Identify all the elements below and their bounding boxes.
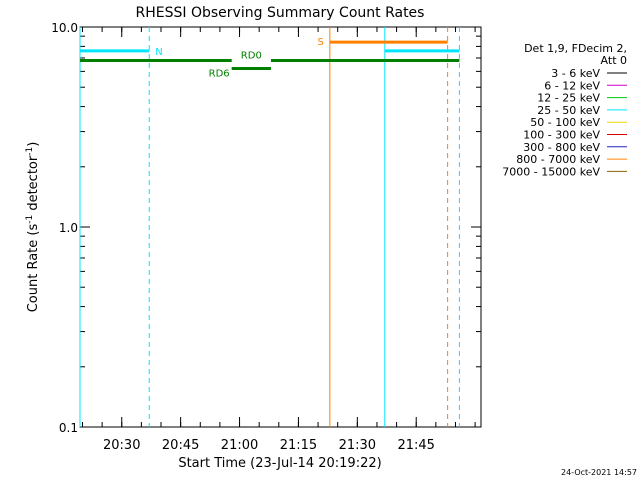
y-axis-label-exp2: -1 [25,147,35,156]
x-tick-label: 20:45 [162,438,199,453]
plot-frame [79,26,482,428]
flag-label-night: N [155,47,162,58]
y-axis-label-base: Count Rate (s [26,224,41,313]
legend-entry-label: 6 - 12 keV [544,79,600,92]
x-tick-label: 21:45 [397,438,434,453]
footer-timestamp: 24-Oct-2021 14:57 [561,468,637,477]
x-tick-label: 20:30 [103,438,140,453]
y-axis-label-mid: detector [26,155,41,215]
flag-label-rd6: RD6 [209,69,230,80]
legend-entry-label: 3 - 6 keV [551,67,600,80]
y-tick-label: 10.0 [51,21,78,35]
y-tick-label: 0.1 [59,421,78,435]
time-markers [79,27,460,427]
legend-entry-label: 300 - 800 keV [523,141,600,154]
legend-entry-label: 800 - 7000 keV [516,153,600,166]
legend-entry-label: 7000 - 15000 keV [502,165,600,178]
legend-entry-label: 25 - 50 keV [537,104,600,117]
y-axis-label-end: ) [26,142,41,147]
legend-entry-label: 50 - 100 keV [530,116,600,129]
flag-label-rd0: RD0 [241,50,262,61]
y-tick-label: 1.0 [59,221,78,235]
legend-header-line2: Att 0 [601,54,627,67]
x-tick-label: 21:30 [339,438,376,453]
legend-header-line1: Det 1,9, FDecim 2, [524,42,627,55]
x-axis-ticks: 20:30 20:45 21:00 21:15 21:30 21:45 [81,27,476,453]
x-axis-label: Start Time (23-Jul-14 20:19:22) [178,456,381,471]
legend-entry-label: 12 - 25 keV [537,92,600,105]
flag-label-saa: S [317,37,323,48]
x-tick-label: 21:00 [221,438,258,453]
chart-title: RHESSI Observing Summary Count Rates [136,5,425,21]
y-axis-label: Count Rate (s-1 detector-1) [25,142,41,313]
flag-bars: N S RD0 RD6 [80,37,460,80]
legend-entry-label: 100 - 300 keV [523,129,600,142]
x-tick-label: 21:15 [280,438,317,453]
y-axis-ticks: 0.1 1.0 10.0 [51,21,481,435]
y-axis-label-exp1: -1 [25,215,35,224]
